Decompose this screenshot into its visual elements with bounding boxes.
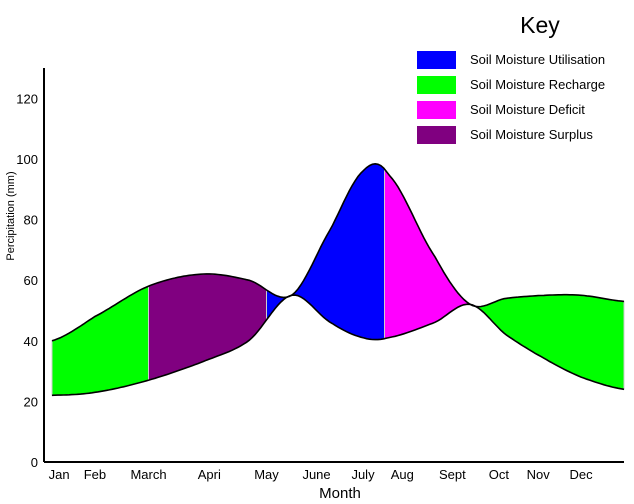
legend-swatch-surplus <box>417 125 456 144</box>
zone-fill-soil-moisture-recharge-4 <box>473 294 625 390</box>
y-tick-label: 0 <box>31 455 38 470</box>
x-tick-label-dec: Dec <box>570 467 594 482</box>
evapotranspiration-line <box>51 294 625 397</box>
curves <box>51 162 625 397</box>
zone-fill-soil-moisture-deficit-3 <box>384 167 475 340</box>
x-tick-label-sept: Sept <box>439 467 466 482</box>
y-tick-label: 60 <box>24 273 38 288</box>
x-tick-label-apri: Apri <box>198 467 221 482</box>
y-tick-label: 80 <box>24 213 38 228</box>
legend-item-recharge: Soil Moisture Recharge <box>417 72 605 97</box>
y-tick-label: 40 <box>24 334 38 349</box>
legend-item-utilisation: Soil Moisture Utilisation <box>417 47 605 72</box>
legend-swatch-utilisation <box>417 50 456 69</box>
x-tick-label-march: March <box>130 467 166 482</box>
legend-item-deficit: Soil Moisture Deficit <box>417 97 605 122</box>
x-tick-label-feb: Feb <box>84 467 106 482</box>
legend-label-surplus: Soil Moisture Surplus <box>470 127 593 142</box>
precipitation-line <box>51 162 625 342</box>
legend-swatch-recharge <box>417 75 456 94</box>
y-tick-label: 100 <box>16 152 38 167</box>
legend-title: Key <box>520 12 560 38</box>
x-tick-label-oct: Oct <box>489 467 510 482</box>
axes <box>43 68 624 463</box>
y-tick-label: 20 <box>24 394 38 409</box>
legend-label-utilisation: Soil Moisture Utilisation <box>470 52 606 67</box>
x-tick-label-nov: Nov <box>527 467 551 482</box>
x-tick-label-july: July <box>351 467 375 482</box>
zone-fill-soil-moisture-utilisation-2 <box>266 163 385 341</box>
x-tick-label-aug: Aug <box>391 467 414 482</box>
y-axis-label: Percipitation (mm) <box>5 171 17 261</box>
zone-fill-soil-moisture-surplus-1 <box>148 273 267 381</box>
x-tick-labels: Jan Feb March Apri May June July Aug Sept Oct Nov D… <box>49 467 593 482</box>
legend-swatch-deficit <box>417 100 456 119</box>
legend-label-deficit: Soil Moisture Deficit <box>470 102 585 117</box>
y-tick-labels: 0 20 40 60 80 100 120 <box>16 91 38 470</box>
x-tick-label-may: May <box>254 467 279 482</box>
legend: Soil Moisture Utilisation Soil Moisture … <box>417 47 605 147</box>
zone-fill-soil-moisture-recharge-0 <box>51 285 149 396</box>
legend-item-surplus: Soil Moisture Surplus <box>417 122 605 147</box>
legend-label-recharge: Soil Moisture Recharge <box>470 77 606 92</box>
x-tick-label-june: June <box>302 467 330 482</box>
x-tick-label-jan: Jan <box>49 467 70 482</box>
x-axis-label: Month <box>319 485 361 502</box>
y-tick-label: 120 <box>16 91 38 106</box>
area-fills <box>51 163 625 396</box>
